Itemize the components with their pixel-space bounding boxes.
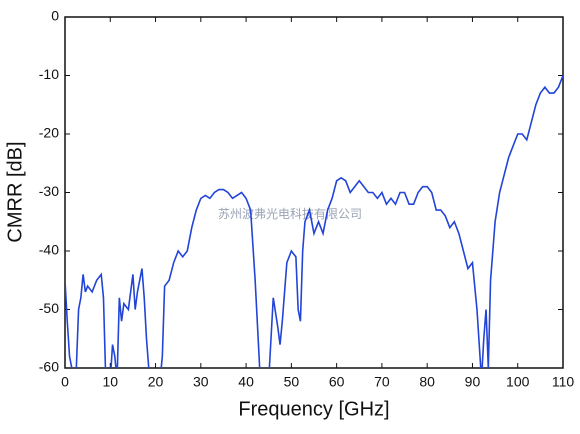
watermark: 苏州波弗光电科技有限公司 [218,207,362,221]
y-tick-label: 0 [51,8,59,24]
y-tick-label: -30 [39,183,59,199]
y-tick-label: -50 [39,300,59,316]
x-tick-label: 30 [193,374,209,390]
x-tick-label: 50 [284,374,300,390]
x-tick-label: 20 [148,374,164,390]
y-tick-label: -40 [39,242,59,258]
y-tick-label: -20 [39,125,59,141]
y-tick-label: -10 [39,66,59,82]
x-tick-label: 100 [506,374,530,390]
y-axis-label: CMRR [dB] [4,141,26,242]
x-axis-label: Frequency [GHz] [238,398,389,420]
y-tick-label: -60 [39,359,59,375]
x-tick-label: 80 [419,374,435,390]
x-tick-label: 90 [465,374,481,390]
x-tick-label: 60 [329,374,345,390]
x-tick-label: 0 [61,374,69,390]
data-line [65,75,563,368]
plot-frame [64,16,564,369]
x-tick-label: 10 [102,374,118,390]
x-tick-label: 70 [374,374,390,390]
x-tick-label: 110 [552,374,575,390]
x-tick-label: 40 [238,374,254,390]
